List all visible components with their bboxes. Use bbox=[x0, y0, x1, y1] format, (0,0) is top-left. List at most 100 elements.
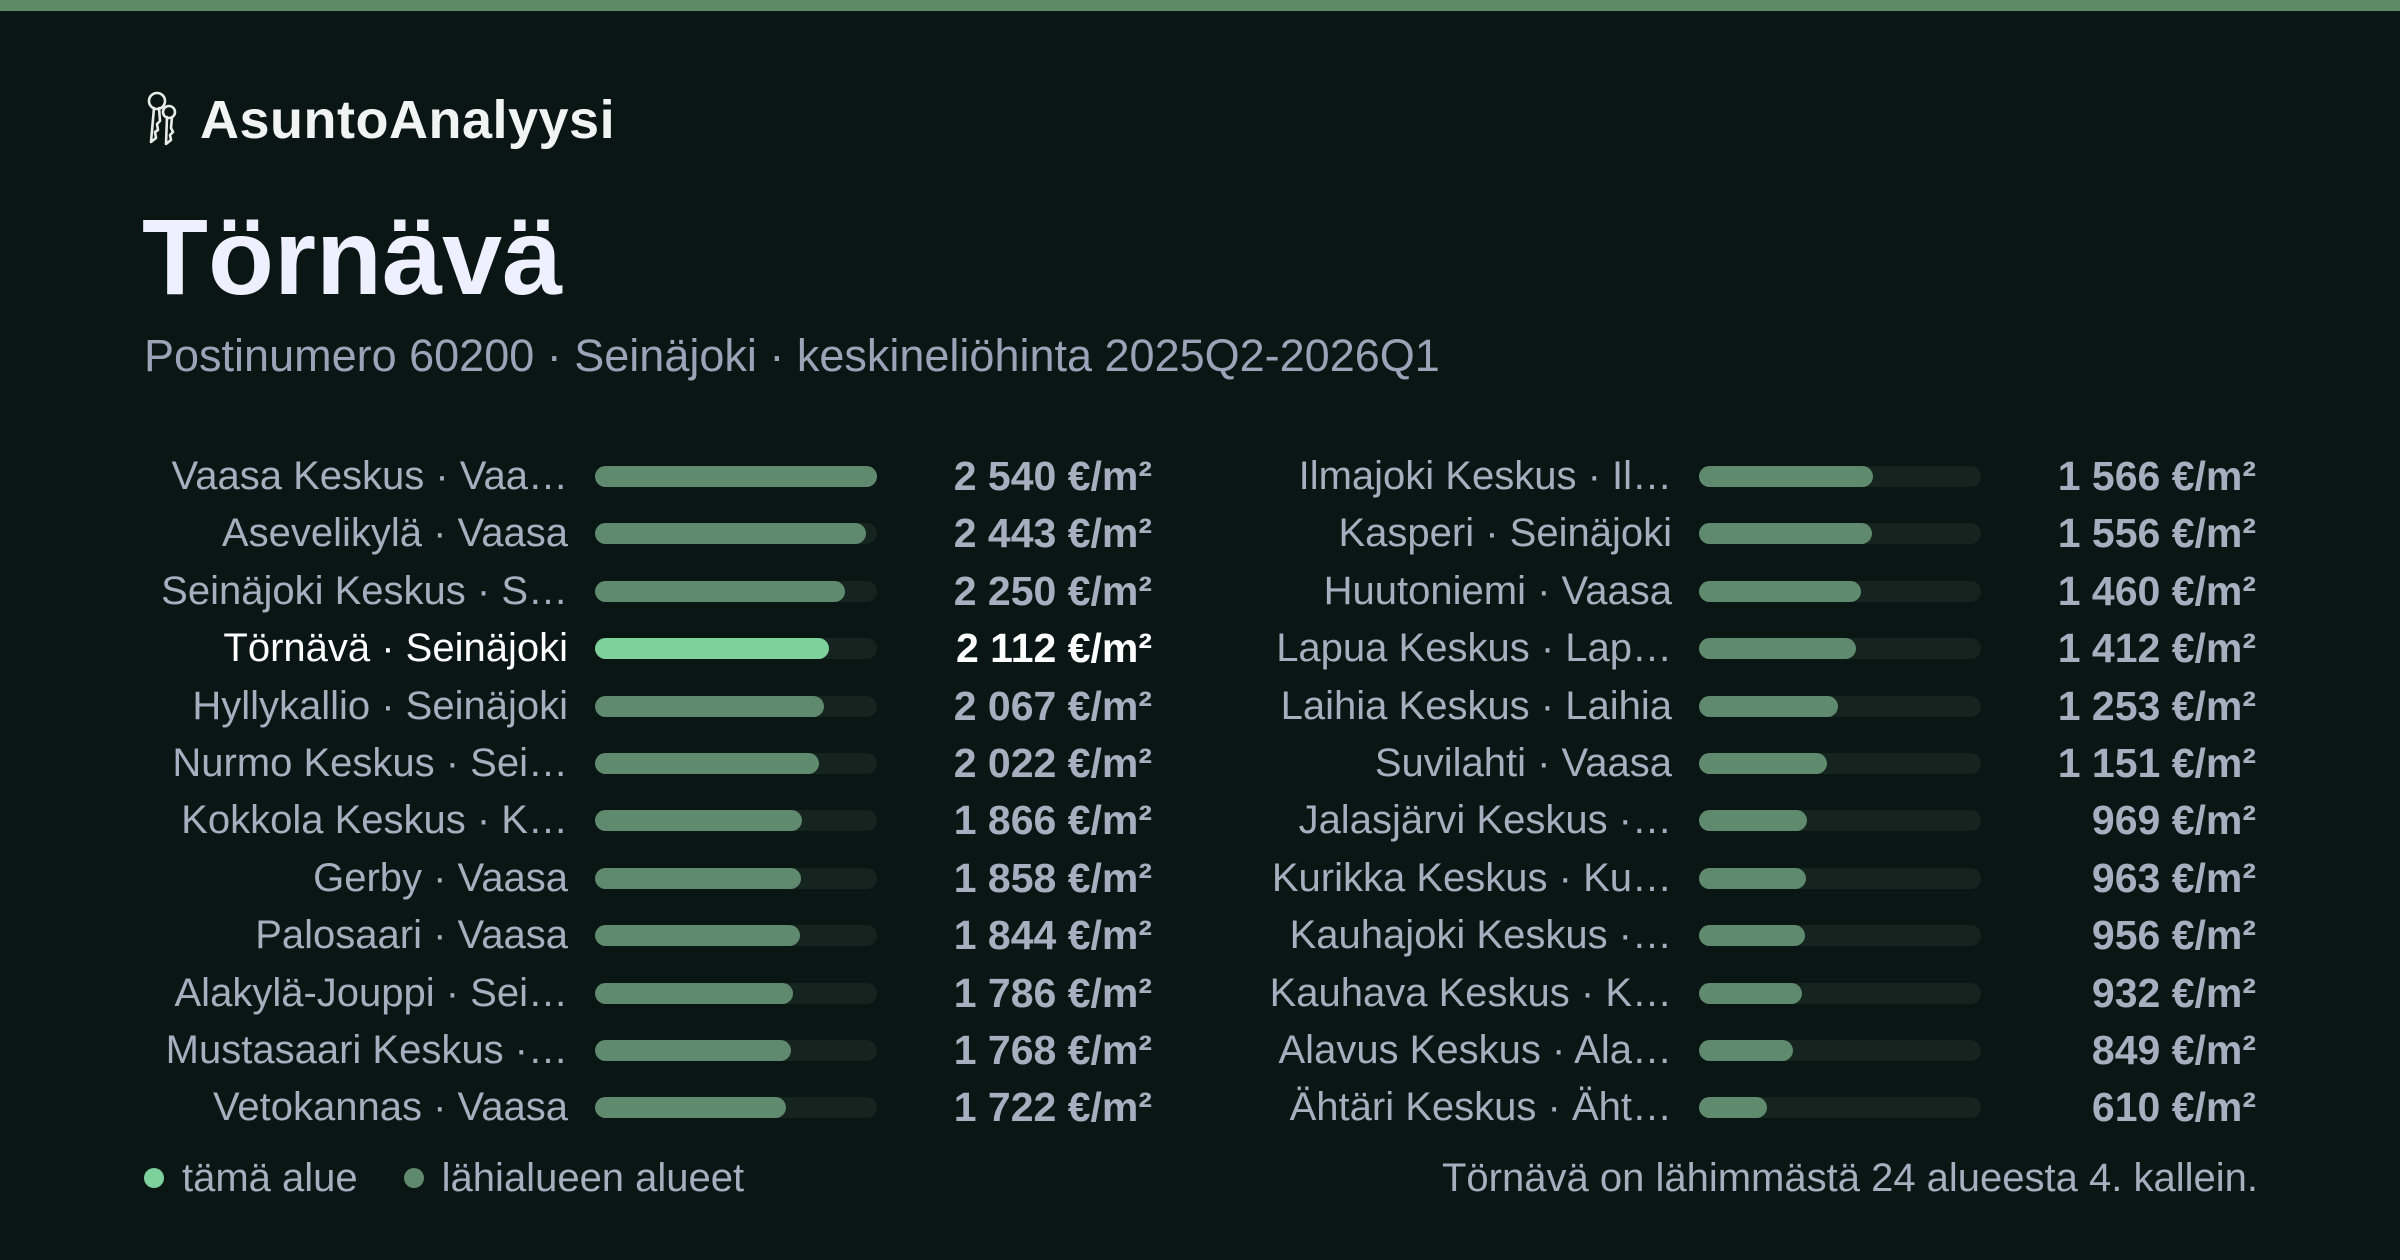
bar-value-label: 1 858 €/m² bbox=[953, 854, 1152, 901]
bar-label: Jalasjärvi Keskus ·… bbox=[1298, 798, 1672, 843]
bar-row: Mustasaari Keskus ·… 1 768 €/m² bbox=[0, 1022, 2400, 1079]
bar-row: Kokkola Keskus · K… 1 866 €/m² bbox=[0, 792, 2400, 849]
bar-value-label: 1 722 €/m² bbox=[953, 1084, 1152, 1131]
bar bbox=[595, 867, 802, 889]
bar-value-label: 1 556 €/m² bbox=[2057, 510, 2256, 557]
bar bbox=[1699, 580, 1862, 602]
bar bbox=[595, 753, 820, 774]
keys-icon bbox=[147, 91, 177, 146]
bar-track bbox=[1699, 695, 1981, 717]
bar bbox=[595, 466, 877, 487]
bar-row: Kasperi · Seinäjoki 1 556 €/m² bbox=[0, 505, 2400, 562]
bar-row: Huutoniemi · Vaasa 1 460 €/m² bbox=[0, 563, 2400, 620]
bar bbox=[595, 638, 830, 660]
brand-name: AsuntoAnalyysi bbox=[200, 90, 616, 150]
bar-value-label: 2 443 €/m² bbox=[953, 510, 1152, 557]
bar-value-label: 1 844 €/m² bbox=[953, 912, 1152, 959]
bar-label: Laihia Keskus · Laihia bbox=[1280, 683, 1672, 728]
bar bbox=[1699, 810, 1807, 832]
bar bbox=[1699, 982, 1803, 1004]
legend-label-this-area: tämä alue bbox=[182, 1155, 358, 1200]
bar-row: Kurikka Keskus · Ku… 963 €/m² bbox=[0, 850, 2400, 907]
bar-row: Hyllykallio · Seinäjoki 2 067 €/m² bbox=[0, 678, 2400, 735]
bar bbox=[1699, 638, 1856, 660]
bar-row: Suvilahti · Vaasa 1 151 €/m² bbox=[0, 735, 2400, 792]
bar-value-label: 969 €/m² bbox=[2091, 797, 2256, 844]
ranking-note: Törnävä on lähimmästä 24 alueesta 4. kal… bbox=[1441, 1156, 2258, 1200]
legend-dot-nearby-areas bbox=[403, 1168, 424, 1188]
bar-value-label: 1 768 €/m² bbox=[953, 1027, 1152, 1073]
bar-label: Huutoniemi · Vaasa bbox=[1323, 568, 1672, 613]
bar-value-label: 2 540 €/m² bbox=[953, 453, 1152, 499]
bar bbox=[595, 1097, 787, 1119]
bar-row: Ähtäri Keskus · Äht… 610 €/m² bbox=[0, 1079, 2400, 1136]
bar-track bbox=[1699, 925, 1981, 947]
top-accent-bar bbox=[0, 0, 2400, 11]
bar-label: Suvilahti · Vaasa bbox=[1374, 741, 1672, 785]
bar-track bbox=[1699, 523, 1981, 545]
bar bbox=[1699, 753, 1827, 774]
bar-track bbox=[1699, 1097, 1981, 1119]
bar-track bbox=[1699, 580, 1981, 602]
bar-row: Laihia Keskus · Laihia 1 253 €/m² bbox=[0, 678, 2400, 735]
bar-track bbox=[595, 1040, 877, 1061]
bar bbox=[595, 695, 825, 717]
bar-track bbox=[1699, 810, 1981, 832]
bar-track bbox=[595, 466, 877, 487]
bar bbox=[595, 1040, 792, 1061]
bar bbox=[1699, 1040, 1794, 1061]
bar-row: Vaasa Keskus · Vaa… 2 540 €/m² bbox=[0, 448, 2400, 505]
bar-value-label: 1 412 €/m² bbox=[2057, 625, 2256, 672]
legend-dot-this-area bbox=[144, 1168, 164, 1188]
bar-value-label: 932 €/m² bbox=[2091, 969, 2256, 1016]
bar-track bbox=[1699, 1040, 1981, 1061]
bar-row: Nurmo Keskus · Sei… 2 022 €/m² bbox=[0, 735, 2400, 792]
bar-track bbox=[595, 523, 877, 545]
bar-label: Kauhajoki Keskus ·… bbox=[1289, 913, 1672, 958]
bar-label: Ähtäri Keskus · Äht… bbox=[1289, 1085, 1672, 1130]
bar-row: Alakylä-Jouppi · Sei… 1 786 €/m² bbox=[0, 965, 2400, 1022]
bar-value-label: 963 €/m² bbox=[2091, 854, 2256, 901]
bar bbox=[595, 810, 803, 832]
bar-row: Jalasjärvi Keskus ·… 969 €/m² bbox=[0, 792, 2400, 849]
bar-track bbox=[595, 695, 877, 717]
bar-row: Asevelikylä · Vaasa 2 443 €/m² bbox=[0, 505, 2400, 562]
bar-track bbox=[1699, 982, 1981, 1004]
bar-track bbox=[1699, 867, 1981, 889]
bar-row: Palosaari · Vaasa 1 844 €/m² bbox=[0, 907, 2400, 964]
bar-value-label: 2 250 €/m² bbox=[953, 567, 1152, 614]
bar-track bbox=[595, 638, 877, 660]
bar-value-label: 610 €/m² bbox=[2091, 1084, 2256, 1131]
bar-value-label: 956 €/m² bbox=[2091, 912, 2256, 959]
bar-track bbox=[595, 867, 877, 889]
bar-label: Kasperi · Seinäjoki bbox=[1338, 511, 1673, 556]
bar-value-label: 1 151 €/m² bbox=[2057, 740, 2256, 786]
bar-track bbox=[1699, 466, 1981, 487]
bar-row: Kauhava Keskus · K… 932 €/m² bbox=[0, 965, 2400, 1022]
bar-row: Seinäjoki Keskus · S… 2 250 €/m² bbox=[0, 563, 2400, 620]
bar-track bbox=[1699, 638, 1981, 660]
legend-label-nearby-areas: lähialueen alueet bbox=[441, 1155, 745, 1200]
bar bbox=[1699, 925, 1806, 947]
bar-row: Törnävä · Seinäjoki 2 112 €/m² bbox=[0, 620, 2400, 677]
bar bbox=[595, 523, 867, 545]
bar-value-label: 2 112 €/m² bbox=[955, 625, 1152, 672]
bar-track bbox=[595, 810, 877, 832]
bar-value-label: 2 022 €/m² bbox=[953, 740, 1152, 786]
bar-track bbox=[1699, 753, 1981, 774]
bar-row: Gerby · Vaasa 1 858 €/m² bbox=[0, 850, 2400, 907]
bar-label: Ilmajoki Keskus · Il… bbox=[1298, 454, 1672, 498]
bar-label: Lapua Keskus · Lap… bbox=[1276, 626, 1672, 671]
bar-row: Alavus Keskus · Ala… 849 €/m² bbox=[0, 1022, 2400, 1079]
bar-value-label: 1 786 €/m² bbox=[953, 969, 1152, 1016]
bar bbox=[595, 925, 800, 947]
bar-row: Kauhajoki Keskus ·… 956 €/m² bbox=[0, 907, 2400, 964]
page-subtitle: Postinumero 60200 · Seinäjoki · keskinel… bbox=[144, 330, 1440, 381]
bar-value-label: 1 566 €/m² bbox=[2057, 453, 2256, 499]
bar bbox=[595, 982, 794, 1004]
bar-track bbox=[595, 982, 877, 1004]
bar bbox=[1699, 695, 1839, 717]
bar-label: Alavus Keskus · Ala… bbox=[1278, 1028, 1673, 1072]
bar bbox=[1699, 1097, 1767, 1119]
brand: AsuntoAnalyysi bbox=[142, 88, 615, 152]
